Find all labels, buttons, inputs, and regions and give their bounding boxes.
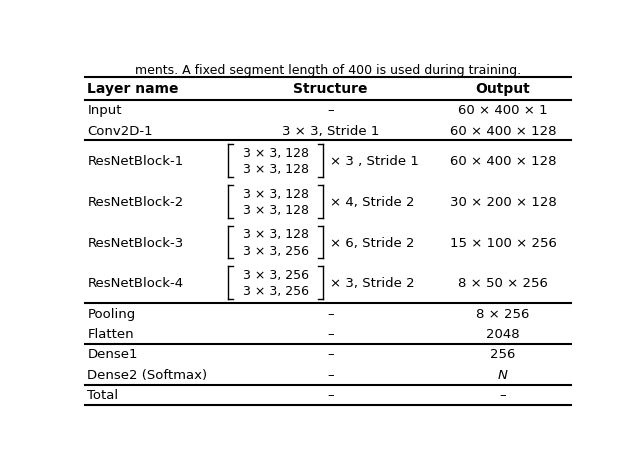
Text: ResNetBlock-1: ResNetBlock-1 [88, 155, 184, 168]
Text: Input: Input [88, 104, 122, 117]
Text: × 4, Stride 2: × 4, Stride 2 [330, 196, 415, 208]
Text: –: – [327, 368, 333, 381]
Text: 15 × 100 × 256: 15 × 100 × 256 [449, 236, 556, 249]
Text: Dense2 (Softmax): Dense2 (Softmax) [88, 368, 207, 381]
Text: Layer name: Layer name [88, 82, 179, 96]
Text: –: – [327, 348, 333, 361]
Text: –: – [327, 327, 333, 341]
Text: Pooling: Pooling [88, 307, 136, 320]
Text: –: – [327, 307, 333, 320]
Text: 3 × 3, 128: 3 × 3, 128 [243, 163, 308, 176]
Text: –: – [327, 388, 333, 401]
Text: 3 × 3, 128: 3 × 3, 128 [243, 203, 308, 217]
Text: Total: Total [88, 388, 118, 401]
Text: Conv2D-1: Conv2D-1 [88, 124, 153, 137]
Text: Flatten: Flatten [88, 327, 134, 341]
Text: 8 × 50 × 256: 8 × 50 × 256 [458, 277, 548, 290]
Text: ResNetBlock-3: ResNetBlock-3 [88, 236, 184, 249]
Text: 3 × 3, 256: 3 × 3, 256 [243, 244, 308, 257]
Text: 8 × 256: 8 × 256 [476, 307, 530, 320]
Text: 256: 256 [490, 348, 516, 361]
Text: × 6, Stride 2: × 6, Stride 2 [330, 236, 415, 249]
Text: –: – [327, 104, 333, 117]
Text: 3 × 3, Stride 1: 3 × 3, Stride 1 [282, 124, 379, 137]
Text: N: N [498, 368, 508, 381]
Text: 3 × 3, 128: 3 × 3, 128 [243, 147, 308, 160]
Text: 3 × 3, 128: 3 × 3, 128 [243, 228, 308, 241]
Text: 3 × 3, 128: 3 × 3, 128 [243, 187, 308, 200]
Text: × 3 , Stride 1: × 3 , Stride 1 [330, 155, 419, 168]
Text: Output: Output [476, 82, 531, 96]
Text: ResNetBlock-4: ResNetBlock-4 [88, 277, 184, 290]
Text: –: – [500, 388, 506, 401]
Text: 3 × 3, 256: 3 × 3, 256 [243, 285, 308, 298]
Text: 2048: 2048 [486, 327, 520, 341]
Text: 60 × 400 × 128: 60 × 400 × 128 [450, 124, 556, 137]
Text: Structure: Structure [293, 82, 368, 96]
Text: 30 × 200 × 128: 30 × 200 × 128 [450, 196, 556, 208]
Text: 60 × 400 × 1: 60 × 400 × 1 [458, 104, 548, 117]
Text: ResNetBlock-2: ResNetBlock-2 [88, 196, 184, 208]
Text: 60 × 400 × 128: 60 × 400 × 128 [450, 155, 556, 168]
Text: × 3, Stride 2: × 3, Stride 2 [330, 277, 415, 290]
Text: Dense1: Dense1 [88, 348, 138, 361]
Text: 3 × 3, 256: 3 × 3, 256 [243, 269, 308, 281]
Text: ments. A fixed segment length of 400 is used during training.: ments. A fixed segment length of 400 is … [135, 64, 521, 77]
